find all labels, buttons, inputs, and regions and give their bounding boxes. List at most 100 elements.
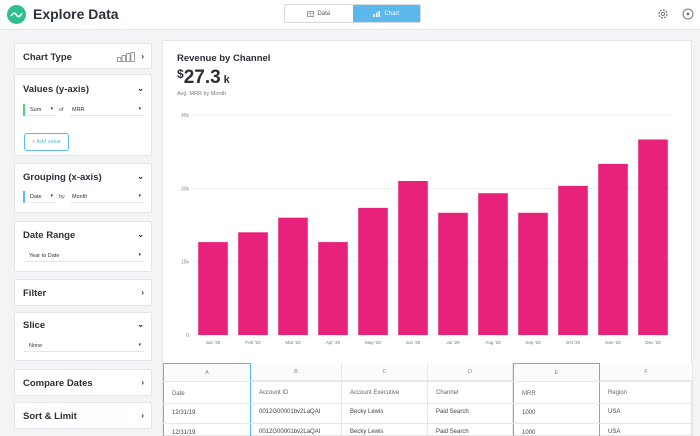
compare-dates-panel[interactable]: Compare Dates › xyxy=(14,369,152,396)
settings-gear-icon[interactable] xyxy=(657,8,669,20)
summary-subtitle: Avg. MRR by Month xyxy=(177,91,227,97)
view-toggle: Data Chart xyxy=(284,4,421,23)
chevron-down-icon: ▾ xyxy=(138,252,141,258)
bar[interactable] xyxy=(398,181,428,335)
grouping-accent xyxy=(23,191,25,203)
slice-value: None xyxy=(29,342,43,349)
table-cell: Becky Lewis xyxy=(350,409,384,415)
bar[interactable] xyxy=(198,242,228,335)
data-view-label: Data xyxy=(317,10,331,17)
column-letter: A xyxy=(164,364,250,382)
grouping-panel: Grouping (x-axis) ⌄ Date ▾ by Month ▾ xyxy=(14,163,152,213)
x-tick-label: Aug '20 xyxy=(485,340,501,345)
y-tick-label: 30k xyxy=(181,186,190,192)
bar[interactable] xyxy=(358,207,388,335)
data-view-button[interactable]: Data xyxy=(285,5,353,22)
bar[interactable] xyxy=(238,232,268,335)
bar[interactable] xyxy=(318,242,348,335)
chevron-down-icon[interactable]: ⌄ xyxy=(137,320,144,329)
slice-panel: Slice ⌄ None ▾ xyxy=(14,312,152,361)
compare-dates-label: Compare Dates xyxy=(23,378,93,389)
chevron-down-icon[interactable]: ⌄ xyxy=(137,172,144,181)
bar[interactable] xyxy=(438,212,468,335)
column-letter: C xyxy=(342,363,427,381)
x-tick-label: Oct '20 xyxy=(566,340,581,345)
chart-panel: Revenue by Channel $27.3 k Avg. MRR by Mo… xyxy=(162,40,693,436)
chevron-right-icon: › xyxy=(141,288,144,297)
y-tick-label: 0 xyxy=(186,333,189,339)
values-accent xyxy=(23,104,25,116)
aggregate-select[interactable]: Sum ▾ xyxy=(28,104,56,116)
row-divider xyxy=(163,423,693,424)
app-logo-icon[interactable] xyxy=(7,5,26,24)
table-cell: 0012G00001bv2LaQAI xyxy=(259,429,321,435)
table-column[interactable]: E MRR 1000 1000 xyxy=(513,363,600,436)
bar[interactable] xyxy=(518,212,548,335)
column-letter: D xyxy=(428,363,512,381)
summary-currency: $ xyxy=(177,67,184,81)
x-tick-label: May '20 xyxy=(365,340,381,345)
bar[interactable] xyxy=(638,139,668,335)
x-tick-label: Sep '20 xyxy=(525,340,541,345)
filter-panel[interactable]: Filter › xyxy=(14,279,152,306)
table-cell: Becky Lewis xyxy=(350,429,384,435)
summary-suffix: k xyxy=(223,74,230,86)
aggregate-value: Sum xyxy=(30,106,42,113)
table-cell: 0012G00001bv2LaQAI xyxy=(259,409,321,415)
table-icon xyxy=(307,10,315,17)
table-column[interactable]: F Region USA USA xyxy=(600,363,693,436)
help-icon[interactable] xyxy=(682,8,694,20)
add-value-button[interactable]: + Add value xyxy=(24,133,69,151)
bar[interactable] xyxy=(278,217,308,335)
chart-type-panel[interactable]: Chart Type › xyxy=(14,43,152,69)
table-cell: 1000 xyxy=(522,410,536,416)
table-cell: 12/31/19 xyxy=(172,410,196,416)
chart-view-button[interactable]: Chart xyxy=(352,5,420,22)
bar[interactable] xyxy=(478,193,508,335)
bar-chart-icon xyxy=(373,10,381,17)
bar-chart: 0 15k 30k 45k Jan '20 Feb '20 Mar '20 Apr '20 Ma… xyxy=(181,113,673,345)
x-tick-label: Dec '20 xyxy=(645,340,661,345)
chart-type-label: Chart Type xyxy=(23,52,72,63)
chevron-right-icon: › xyxy=(141,378,144,387)
row-divider xyxy=(163,381,693,382)
row-divider xyxy=(163,403,693,404)
date-range-select[interactable]: Year to Date ▾ xyxy=(24,250,144,262)
slice-select[interactable]: None ▾ xyxy=(24,340,144,352)
values-panel: Values (y-axis) ⌄ Sum ▾ of MRR ▾ + Add v… xyxy=(14,74,152,156)
table-column[interactable]: D Channel Paid Search Paid Search xyxy=(428,363,513,436)
value-field-select[interactable]: MRR ▾ xyxy=(70,104,144,116)
bar[interactable] xyxy=(598,163,628,335)
chevron-down-icon[interactable]: ⌄ xyxy=(137,84,144,93)
values-label: Values (y-axis) xyxy=(23,84,90,95)
column-header: MRR xyxy=(522,391,536,397)
column-letter: B xyxy=(251,363,341,381)
x-tick-label: Nov '20 xyxy=(605,340,621,345)
summary-number: 27.3 xyxy=(183,67,221,88)
bar[interactable] xyxy=(558,185,588,335)
x-tick-label: Mar '20 xyxy=(285,340,301,345)
grouping-interval: Month xyxy=(72,193,88,200)
table-column[interactable]: B Account ID 0012G00001bv2LaQAI 0012G00001b… xyxy=(251,363,342,436)
y-tick-label: 15k xyxy=(181,260,190,266)
x-tick-label: Jul '20 xyxy=(446,340,460,345)
sort-limit-panel[interactable]: Sort & Limit › xyxy=(14,402,152,429)
table-column[interactable]: A Date 12/31/19 12/31/19 xyxy=(163,363,251,436)
date-range-value: Year to Date xyxy=(29,252,60,259)
table-cell: Paid Search xyxy=(436,429,469,435)
x-tick-label: Jan '20 xyxy=(206,340,221,345)
top-bar: Explore Data Data Chart xyxy=(0,0,700,30)
chevron-right-icon: › xyxy=(141,52,144,61)
grouping-interval-select[interactable]: Month ▾ xyxy=(70,191,144,203)
chevron-down-icon: ▾ xyxy=(138,106,141,112)
column-header: Date xyxy=(172,391,185,397)
table-cell: Paid Search xyxy=(436,409,469,415)
grouping-field-select[interactable]: Date ▾ xyxy=(28,191,56,203)
slice-label: Slice xyxy=(23,320,46,331)
sort-limit-label: Sort & Limit xyxy=(23,411,77,422)
table-column[interactable]: C Account Executive Becky Lewis Becky Lewis xyxy=(342,363,428,436)
chevron-down-icon: ▾ xyxy=(138,193,141,199)
value-field: MRR xyxy=(72,106,85,113)
chevron-down-icon[interactable]: ⌄ xyxy=(137,230,144,239)
chevron-down-icon: ▾ xyxy=(138,342,141,348)
